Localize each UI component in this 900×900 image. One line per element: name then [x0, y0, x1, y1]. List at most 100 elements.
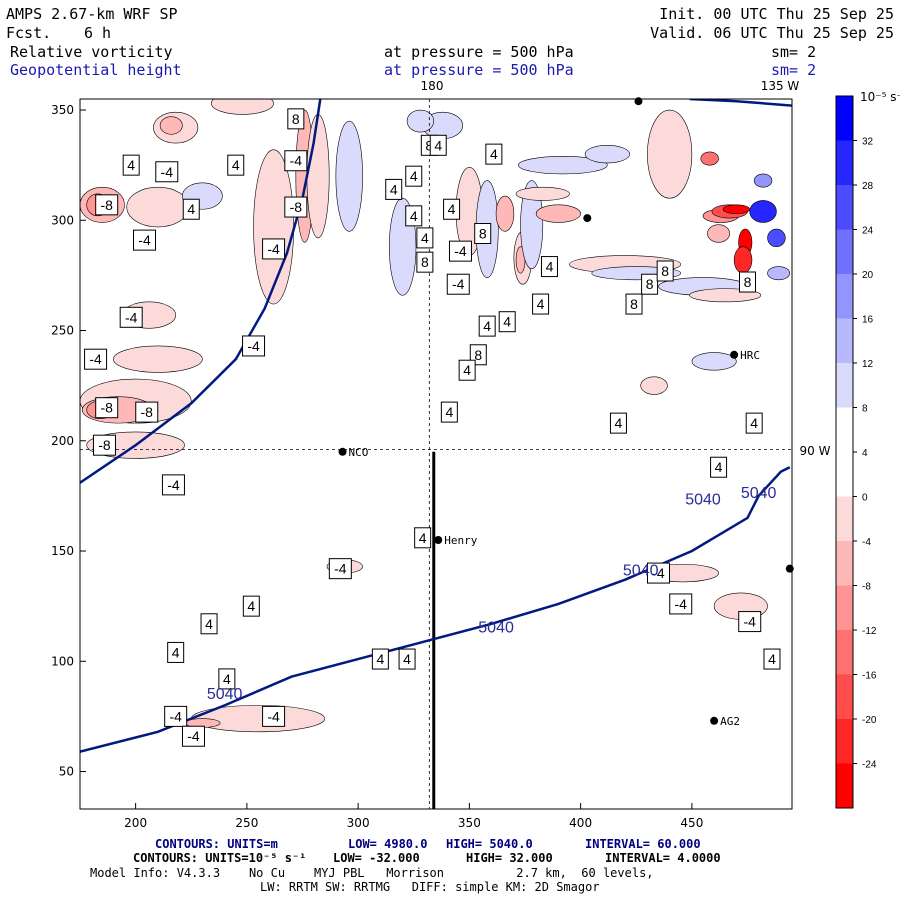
field1-smoothing: sm= 2 [771, 43, 816, 61]
svg-text:-4: -4 [454, 243, 467, 259]
footer-physics-info: LW: RRTM SW: RRTMG DIFF: simple KM: 2D S… [260, 880, 600, 894]
svg-text:4: 4 [483, 318, 491, 334]
svg-text:8: 8 [479, 226, 487, 242]
svg-text:4: 4 [750, 415, 758, 431]
colorbar-swatch [836, 185, 853, 230]
vorticity-label: 4 [710, 456, 728, 478]
height-contour-label: 5040 [623, 562, 659, 579]
svg-text:8: 8 [474, 347, 482, 363]
vorticity-label: 4 [200, 613, 218, 635]
height-contour-label: 5040 [478, 620, 514, 637]
colorbar-tick-label: -20 [862, 715, 877, 726]
svg-text:4: 4 [768, 651, 776, 667]
footer-height-interval: INTERVAL= 60.000 [585, 837, 701, 851]
negative-vorticity-area [515, 186, 570, 201]
negative-vorticity-area [733, 246, 753, 274]
vorticity-label: 8 [641, 273, 659, 295]
vorticity-label: 8 [287, 108, 305, 130]
svg-text:4: 4 [205, 616, 213, 632]
svg-text:-8: -8 [100, 400, 113, 416]
vorticity-label: 4 [416, 227, 434, 249]
svg-text:-4: -4 [334, 561, 347, 577]
vorticity-label: 8 [474, 223, 492, 245]
footer-vorticity-label: CONTOURS: UNITS=10⁻⁵ s⁻¹ [133, 851, 306, 865]
svg-text:4: 4 [463, 362, 471, 378]
x-tick-label: 400 [569, 816, 592, 830]
svg-text:4: 4 [448, 201, 456, 217]
footer-height-low: LOW= 4980.0 [348, 837, 427, 851]
height-contour-line [80, 466, 791, 753]
field2-smoothing: sm= 2 [771, 61, 816, 79]
vorticity-label: -4 [164, 705, 188, 727]
positive-vorticity-area [520, 180, 544, 270]
station-marker: NCO [338, 446, 368, 459]
vorticity-label: -4 [262, 705, 286, 727]
svg-text:8: 8 [744, 274, 752, 290]
colorbar-swatch [836, 719, 853, 764]
height-contour-line [80, 99, 322, 484]
vorticity-label: -4 [181, 725, 205, 747]
svg-text:-4: -4 [89, 351, 102, 367]
vorticity-label: -8 [92, 434, 116, 456]
colorbar-tick-label: 12 [862, 359, 874, 370]
vorticity-label: 4 [167, 641, 185, 663]
vorticity-label: 8 [739, 271, 756, 293]
field1-level: at pressure = 500 hPa [384, 43, 574, 61]
station-marker [583, 214, 592, 223]
colorbar-tick-label: 16 [862, 315, 874, 326]
x-tick-label: 300 [347, 816, 370, 830]
vorticity-label: 4 [609, 412, 627, 434]
vorticity-label: 4 [218, 668, 236, 690]
colorbar-tick-label: 0 [862, 493, 868, 504]
negative-vorticity-area [126, 186, 190, 228]
x-axis: 200 250 300 350 400 450 [124, 803, 703, 830]
vorticity-label: 4 [429, 134, 447, 156]
positive-vorticity-area [767, 228, 786, 248]
vorticity-label: -4 [262, 238, 286, 260]
vorticity-contour-labels: 4 -4 48-4-8-44 -8-4-4-4-8 -8-8-4-48 4444484-4… [84, 108, 781, 747]
colorbar-swatch [836, 763, 853, 808]
colorbar: 10⁻⁵ s⁻¹ 32 28 24 20 16 12 8 4 0 -4 -8 -12 -16 -20 -24 [835, 90, 900, 809]
station-label: HRC [740, 349, 760, 362]
vorticity-label: -4 [448, 240, 472, 262]
longitude-90w-label: 90 W [800, 444, 831, 458]
colorbar-tick-label: -12 [862, 626, 877, 637]
plot-area: 4 -4 48-4-8-44 -8-4-4-4-8 -8-8-4-48 4444484-4… [51, 79, 831, 830]
vorticity-label: 4 [414, 527, 432, 549]
vorticity-label: -4 [84, 348, 108, 370]
colorbar-swatch [836, 541, 853, 586]
positive-vorticity-area [406, 109, 435, 133]
field2-level: at pressure = 500 hPa [384, 61, 574, 79]
x-tick-label: 200 [124, 816, 147, 830]
svg-text:4: 4 [172, 644, 180, 660]
negative-vorticity-area [535, 204, 581, 223]
vorticity-label: -4 [119, 306, 143, 328]
lat-lon-lines [80, 99, 792, 809]
vorticity-label: 4 [478, 315, 496, 337]
height-contour-label: 5040 [741, 485, 777, 502]
svg-text:4: 4 [615, 415, 623, 431]
positive-vorticity-area [584, 145, 630, 164]
x-tick-label: 350 [458, 816, 481, 830]
vorticity-label: 4 [485, 143, 503, 165]
svg-text:-8: -8 [141, 404, 154, 420]
vorticity-label: 4 [398, 648, 416, 670]
x-tick-label: 450 [680, 816, 703, 830]
colorbar-units: 10⁻⁵ s⁻¹ [860, 90, 900, 104]
footer-height-high: HIGH= 5040.0 [446, 837, 533, 851]
vorticity-label: 4 [182, 198, 200, 220]
negative-vorticity-area [647, 109, 693, 199]
positive-vorticity-area [749, 200, 777, 223]
negative-vorticity-area [159, 116, 183, 135]
negative-vorticity-area [722, 204, 751, 214]
vorticity-label: 4 [440, 401, 458, 423]
svg-text:-4: -4 [452, 276, 465, 292]
svg-text:-4: -4 [169, 708, 182, 724]
svg-text:-4: -4 [652, 565, 665, 581]
model-title: AMPS 2.67-km WRF SP [6, 5, 178, 23]
height-contour-label: 5040 [207, 686, 243, 703]
vorticity-label: 4 [540, 256, 558, 278]
negative-vorticity-area [700, 151, 719, 166]
colorbar-swatch [836, 452, 853, 497]
